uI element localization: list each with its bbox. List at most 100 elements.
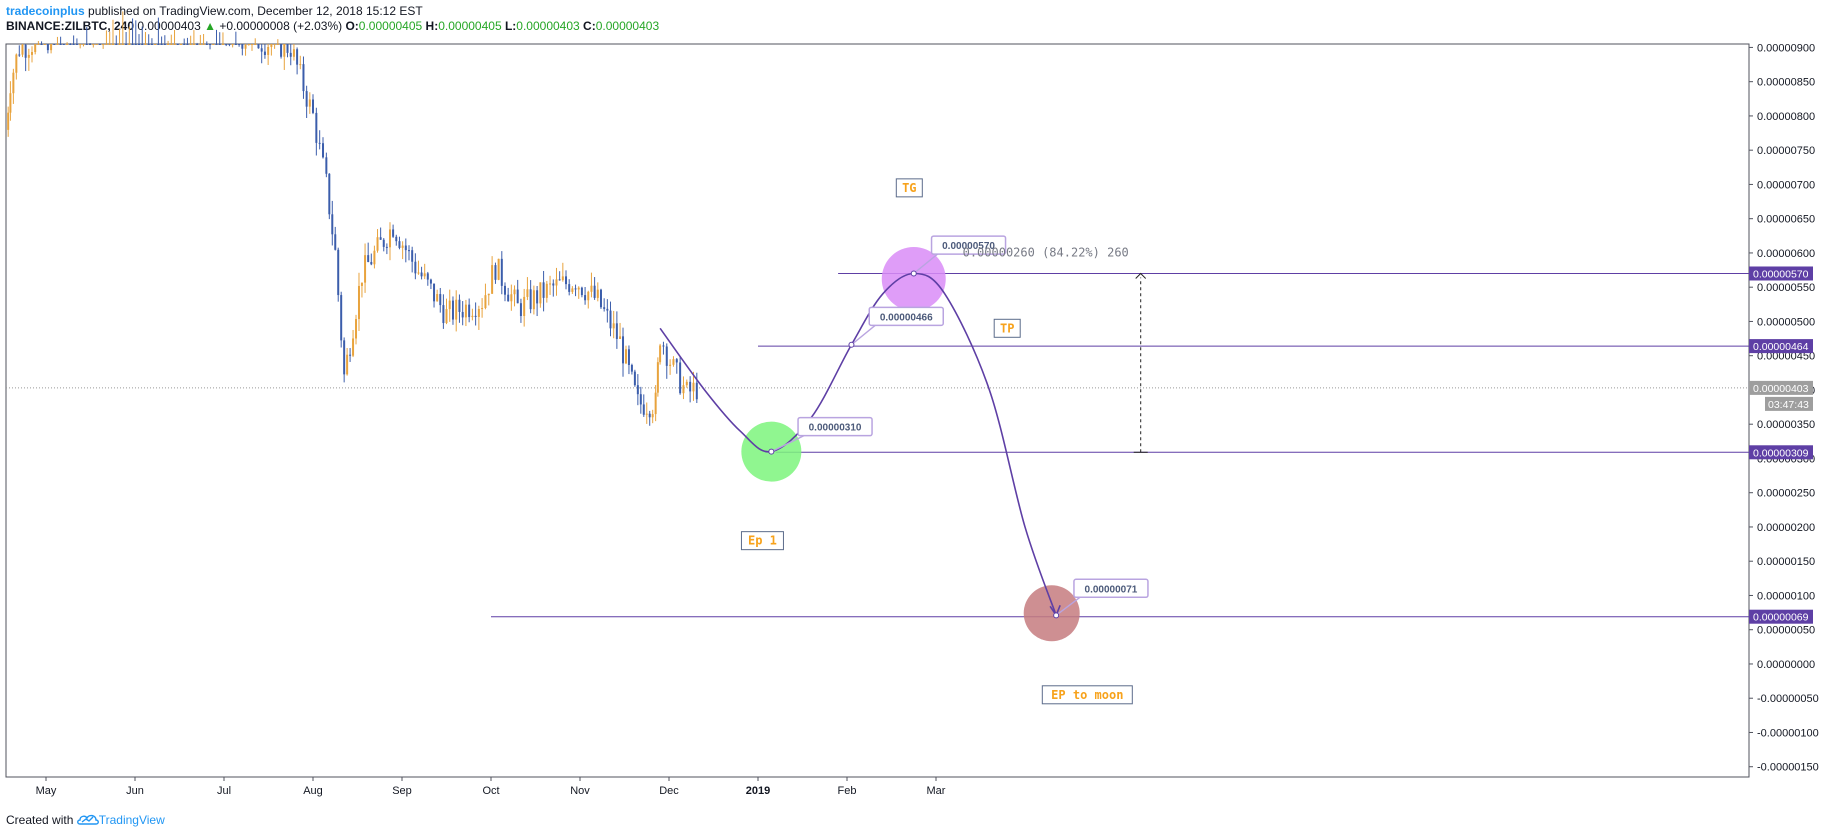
candle-body	[624, 349, 627, 364]
candle-body	[510, 294, 513, 302]
y-tick-label: 0.00000050	[1757, 625, 1815, 637]
candle-body	[561, 276, 564, 281]
price-chart[interactable]: May Jun Jul Aug Sep Oct Nov Dec 2019 Feb Mar 0.0000…	[0, 0, 1828, 800]
candle-body	[568, 284, 571, 292]
candle-body	[18, 54, 21, 56]
candle-body	[633, 371, 636, 386]
candle-body	[392, 229, 395, 237]
candle-body	[580, 287, 583, 296]
candle-body	[147, 44, 150, 45]
y-tick-label: 0.00000250	[1757, 488, 1815, 500]
candle-body	[516, 289, 519, 304]
candle-body	[95, 44, 98, 45]
candle-body	[186, 44, 189, 45]
x-tick-label: Sep	[392, 785, 412, 797]
candle-body	[273, 44, 276, 45]
candle-body	[558, 279, 561, 281]
candle-body	[442, 305, 445, 324]
candle-body	[411, 250, 414, 262]
x-tick-label: Oct	[482, 785, 499, 797]
price-change: +0.00000008 (+2.03%)	[219, 19, 343, 33]
candle-body	[612, 323, 615, 329]
candle-body	[289, 52, 292, 57]
candle-body	[474, 315, 477, 317]
candle-body	[491, 265, 494, 294]
candle-body	[312, 99, 314, 113]
candle-body	[448, 300, 451, 310]
candle-body	[494, 265, 497, 280]
close-label: C:	[583, 19, 596, 33]
candle-body	[497, 258, 500, 280]
high-label: H:	[425, 19, 439, 33]
candle-body	[131, 44, 134, 45]
price-tag-bg	[1749, 609, 1813, 624]
candle-body	[66, 44, 69, 45]
projection-curve	[659, 272, 1057, 616]
y-tick-label: 0.00000700	[1757, 179, 1815, 191]
candle-body	[43, 44, 46, 45]
candle-body	[433, 283, 436, 302]
x-tick-label: Jul	[217, 785, 231, 797]
candle-body	[331, 214, 334, 235]
candle-body	[461, 311, 464, 318]
candle-body	[15, 54, 18, 73]
candle-body	[212, 44, 215, 45]
created-with-text: Created with	[6, 813, 74, 827]
label-ep1: Ep 1	[748, 534, 777, 548]
candle-body	[622, 336, 625, 364]
last-price: 0.00000403	[137, 19, 201, 33]
footer: Created with TradingView	[6, 813, 165, 827]
candle-body	[170, 44, 173, 45]
callout-0-00000466-pointer	[851, 324, 876, 346]
callout-0-00000071-dot	[1053, 612, 1060, 619]
callout-0-00000310-dot	[768, 448, 775, 455]
y-tick-label: 0.00000600	[1757, 248, 1815, 260]
candle-body	[417, 272, 420, 274]
candle-body	[160, 44, 163, 45]
candle-body	[234, 44, 237, 45]
candle-body	[296, 49, 299, 65]
candles	[7, 11, 698, 426]
candle-body	[549, 283, 552, 285]
candle-body	[349, 354, 352, 356]
candle-body	[144, 44, 147, 45]
candle-body	[228, 44, 231, 45]
callout-0-00000310-pointer	[771, 434, 805, 453]
candle-body	[584, 295, 587, 301]
candle-body	[376, 237, 379, 251]
price-tag-bg	[1749, 339, 1813, 354]
author-link[interactable]: tradecoinplus	[6, 4, 85, 18]
candle-body	[357, 285, 360, 320]
candle-body	[299, 64, 302, 66]
candle-body	[315, 112, 318, 143]
candle-body	[254, 44, 257, 45]
candle-body	[606, 308, 609, 311]
candle-body	[596, 289, 599, 298]
candle-body	[205, 44, 208, 45]
low-label: L:	[504, 19, 517, 33]
candle-body	[108, 44, 111, 45]
price-scale-labels: 0.00000570 0.00000464 0.00000309 0.00000069…	[1749, 266, 1813, 624]
candle-body	[426, 273, 429, 280]
candle-body	[121, 44, 124, 45]
callout-0-00000071-pointer	[1055, 596, 1081, 616]
candle-body	[669, 364, 672, 366]
candle-body	[648, 413, 651, 418]
candle-body	[53, 44, 56, 45]
tg-circle	[881, 246, 946, 311]
tradingview-link[interactable]: TradingView	[98, 813, 165, 827]
candle-body	[328, 173, 331, 215]
candle-body	[7, 112, 10, 130]
candle-body	[244, 44, 247, 49]
candle-body	[150, 44, 153, 45]
candle-body	[420, 272, 423, 277]
candle-body	[367, 255, 370, 262]
candle-body	[615, 323, 618, 339]
x-tick-label: 2019	[746, 785, 770, 797]
symbol-name[interactable]: BINANCE:ZILBTC, 240	[6, 19, 135, 33]
candle-body	[238, 44, 241, 45]
candle-body	[364, 255, 367, 283]
last-price-tag: 0.00000403	[1753, 383, 1809, 395]
candle-body	[552, 283, 555, 286]
close-value: 0.00000403	[595, 19, 660, 33]
